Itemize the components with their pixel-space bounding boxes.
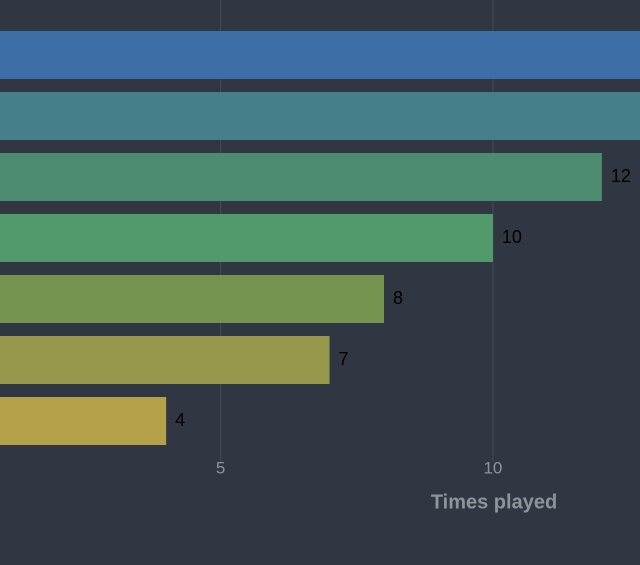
bar bbox=[0, 275, 384, 323]
x-axis-title: Times played bbox=[431, 491, 557, 513]
bar bbox=[0, 214, 493, 262]
bar bbox=[0, 31, 640, 79]
bar bbox=[0, 153, 602, 201]
value-label: 8 bbox=[393, 288, 403, 308]
value-label: 7 bbox=[339, 349, 349, 369]
value-label: 4 bbox=[175, 410, 185, 430]
value-label: 10 bbox=[502, 227, 522, 247]
x-tick-label: 10 bbox=[483, 458, 502, 477]
x-tick-label: 5 bbox=[216, 458, 225, 477]
value-label: 12 bbox=[611, 166, 631, 186]
bar bbox=[0, 336, 330, 384]
bar bbox=[0, 397, 167, 445]
bar bbox=[0, 92, 640, 140]
